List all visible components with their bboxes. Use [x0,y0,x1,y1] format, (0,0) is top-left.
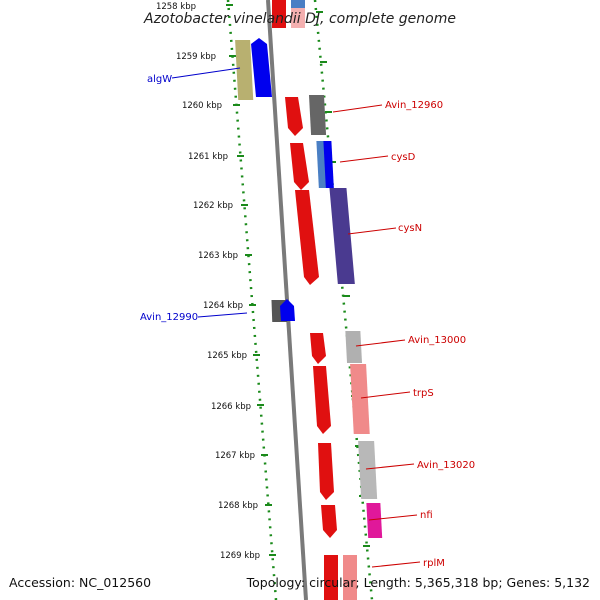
avin12960-callout [332,104,383,113]
map-title: Azotobacter vinelandii DJ, complete geno… [143,11,456,27]
kbp-label: 1266 kbp [211,402,251,412]
gene-label-avin13000[interactable]: Avin_13000 [408,335,466,346]
accession-text: Accession: NC_012560 [9,575,151,590]
gene-nfi-arrow[interactable] [321,505,337,538]
gene-label-rplM[interactable]: rplM [423,558,445,569]
gene-avin12960-skew [308,95,327,135]
gene-cysD-skew-b [323,141,334,188]
kbp-label: 1261 kbp [188,152,228,162]
topology-text: Topology: circular; Length: 5,365,318 bp… [246,575,590,590]
gene-label-avin12960[interactable]: Avin_12960 [385,100,443,111]
kbp-label: 1260 kbp [182,101,222,111]
trpS-callout [360,391,411,399]
avin12990-callout [197,312,248,318]
kbp-label: 1268 kbp [218,501,258,511]
kbp-label: 1265 kbp [207,351,247,361]
gene-avin13000-skew [345,331,363,363]
gene-label-avin12990[interactable]: Avin_12990 [140,312,198,323]
kbp-label: 1269 kbp [220,551,260,561]
gene-rplM-arrow[interactable] [324,555,338,600]
gene-label-algW[interactable]: algW [147,74,172,85]
gene-algW-arrow[interactable] [251,38,272,97]
algW-callout [171,67,241,79]
nfi-callout [368,514,418,521]
tick-marks [226,4,276,556]
kbp-label: 1264 kbp [203,301,243,311]
gene-label-avin13020[interactable]: Avin_13020 [417,460,475,471]
gene-avin12990-arrow[interactable] [280,299,295,321]
kbp-label: 1262 kbp [193,201,233,211]
gene-cysN-skew [329,188,355,284]
gene-trpS-skew [350,364,370,434]
gene-top-blue [291,0,305,8]
avin13020-callout [365,463,415,470]
kbp-label: 1267 kbp [215,451,255,461]
gene-avin12960-arrow[interactable] [285,97,303,136]
cysD-callout [339,155,389,163]
gene-nfi-skew [366,503,383,538]
kbp-label: 1259 kbp [176,52,216,62]
cysN-callout [347,227,397,235]
gene-avin13020-skew [358,441,378,499]
gene-label-nfi[interactable]: nfi [420,510,433,521]
kbp-labels: 1258 kbp 1259 kbp 1260 kbp 1261 kbp 1262… [156,2,260,561]
gene-top-red [272,0,286,28]
kbp-label: 1258 kbp [156,2,196,12]
gene-cysN-arrow[interactable] [295,190,319,285]
avin13000-callout [355,339,406,347]
gene-blocks [235,0,383,600]
gene-cysD-arrow[interactable] [290,143,309,190]
gene-labels: algW Avin_12960 cysD cysN Avin_12990 Avi… [140,67,475,569]
gene-algW-olive [235,40,254,100]
gene-trpS-arrow[interactable] [313,366,331,434]
gene-rplM-skew [343,555,357,600]
gene-avin13000-arrow[interactable] [310,333,326,364]
gene-avin13020-arrow[interactable] [318,443,334,500]
kbp-label: 1263 kbp [198,251,238,261]
gene-label-cysD[interactable]: cysD [391,152,416,163]
gene-label-trpS[interactable]: trpS [413,388,434,399]
gene-label-cysN[interactable]: cysN [398,223,422,234]
rplM-callout [371,561,421,568]
